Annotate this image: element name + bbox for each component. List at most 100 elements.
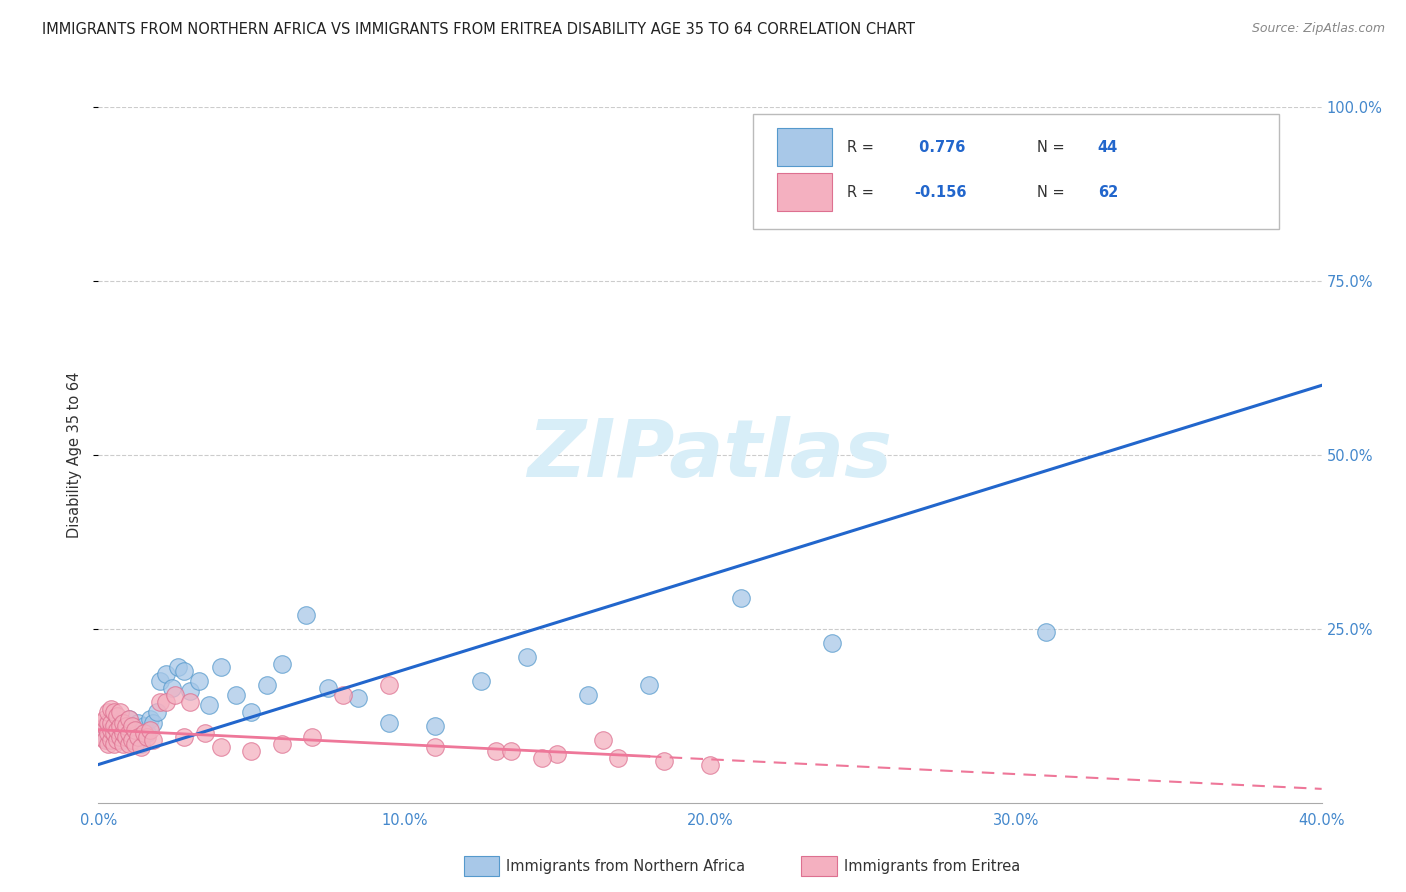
Point — [103, 706, 125, 720]
Point — [115, 726, 138, 740]
Text: 44: 44 — [1098, 139, 1118, 154]
Point — [194, 726, 217, 740]
Point — [100, 702, 122, 716]
Point — [100, 715, 122, 730]
Point — [105, 730, 128, 744]
Point — [97, 737, 120, 751]
Point — [121, 719, 143, 733]
Point — [118, 726, 141, 740]
Point — [607, 750, 630, 764]
Point — [127, 730, 149, 744]
Point — [149, 674, 172, 689]
Point — [145, 706, 167, 720]
Point — [316, 681, 339, 695]
Point — [592, 733, 614, 747]
Point — [139, 712, 162, 726]
Point — [295, 607, 318, 622]
Text: -0.156: -0.156 — [914, 185, 967, 200]
FancyBboxPatch shape — [752, 114, 1279, 229]
Point — [97, 706, 120, 720]
Point — [301, 730, 323, 744]
Point — [240, 744, 263, 758]
Point — [103, 726, 125, 740]
Point — [730, 591, 752, 605]
Point — [118, 737, 141, 751]
Point — [124, 723, 146, 737]
Point — [485, 744, 508, 758]
Point — [160, 681, 183, 695]
Point — [121, 730, 143, 744]
Point — [821, 636, 844, 650]
FancyBboxPatch shape — [778, 128, 832, 166]
Point — [108, 719, 131, 733]
Point — [197, 698, 219, 713]
Point — [332, 688, 354, 702]
Point — [103, 715, 125, 730]
Point — [90, 730, 112, 744]
Point — [173, 730, 195, 744]
Point — [129, 740, 152, 755]
Point — [108, 706, 131, 720]
Point — [1157, 187, 1180, 202]
Point — [111, 726, 134, 740]
Point — [115, 730, 138, 744]
Point — [108, 719, 131, 733]
Point — [155, 695, 177, 709]
Point — [173, 664, 195, 678]
Point — [546, 747, 568, 761]
Text: IMMIGRANTS FROM NORTHERN AFRICA VS IMMIGRANTS FROM ERITREA DISABILITY AGE 35 TO : IMMIGRANTS FROM NORTHERN AFRICA VS IMMIG… — [42, 22, 915, 37]
Point — [209, 660, 232, 674]
Point — [378, 677, 401, 691]
Point — [270, 657, 292, 671]
Point — [139, 723, 162, 737]
Point — [240, 706, 263, 720]
Point — [134, 726, 156, 740]
Point — [93, 712, 115, 726]
Point — [134, 719, 156, 733]
Point — [256, 677, 278, 691]
Point — [127, 715, 149, 730]
Point — [163, 688, 186, 702]
Point — [111, 733, 134, 747]
Point — [179, 695, 201, 709]
Point — [652, 754, 675, 768]
Point — [118, 712, 141, 726]
Point — [516, 649, 538, 664]
Point — [100, 723, 122, 737]
Point — [115, 719, 138, 733]
Point — [100, 733, 122, 747]
Text: R =: R = — [846, 139, 879, 154]
Point — [111, 715, 134, 730]
Point — [470, 674, 492, 689]
Point — [121, 733, 143, 747]
Text: Immigrants from Eritrea: Immigrants from Eritrea — [844, 859, 1019, 873]
Point — [378, 715, 401, 730]
Point — [103, 737, 125, 751]
Point — [699, 757, 721, 772]
Point — [124, 723, 146, 737]
Point — [142, 715, 165, 730]
Point — [90, 715, 112, 730]
Point — [105, 708, 128, 723]
Point — [576, 688, 599, 702]
Point — [93, 719, 115, 733]
Point — [136, 726, 159, 740]
Point — [149, 695, 172, 709]
Point — [167, 660, 190, 674]
Point — [136, 730, 159, 744]
Text: R =: R = — [846, 185, 879, 200]
Point — [179, 684, 201, 698]
Point — [225, 688, 247, 702]
Point — [124, 737, 146, 751]
Point — [105, 723, 128, 737]
Point — [129, 737, 152, 751]
FancyBboxPatch shape — [778, 173, 832, 211]
Point — [155, 667, 177, 681]
Text: Immigrants from Northern Africa: Immigrants from Northern Africa — [506, 859, 745, 873]
Point — [100, 723, 122, 737]
Y-axis label: Disability Age 35 to 64: Disability Age 35 to 64 — [66, 372, 82, 538]
Point — [1035, 625, 1057, 640]
Point — [423, 719, 446, 733]
Point — [103, 719, 125, 733]
Text: Source: ZipAtlas.com: Source: ZipAtlas.com — [1251, 22, 1385, 36]
